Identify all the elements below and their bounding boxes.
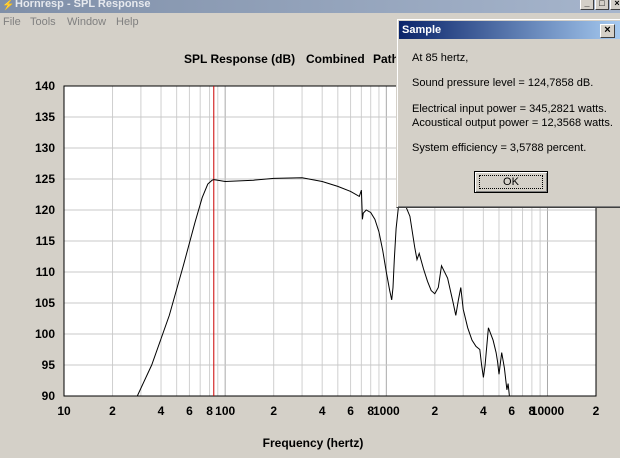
- x-tick-label: 4: [158, 404, 165, 418]
- x-tick-label: 2: [270, 404, 277, 418]
- ok-button[interactable]: OK: [474, 171, 548, 193]
- dialog-line-electrical: Electrical input power = 345,2821 watts.: [412, 103, 607, 115]
- x-tick-label: 10000: [531, 404, 565, 418]
- chart-grid: [64, 86, 596, 396]
- x-tick-label: 2: [593, 404, 600, 418]
- y-tick-label: 130: [35, 141, 55, 155]
- ok-button-label: OK: [479, 175, 543, 189]
- chart-extra: Path: [373, 52, 400, 66]
- dialog-line-frequency: At 85 hertz,: [412, 52, 469, 64]
- dialog-line-efficiency: System efficiency = 3,5788 percent.: [412, 142, 587, 154]
- x-tick-label: 6: [508, 404, 515, 418]
- x-tick-label: 6: [186, 404, 193, 418]
- y-axis-ticks: 90 95 100 105 110 115 120 125 130 135 140: [35, 79, 55, 403]
- dialog-title: Sample: [402, 24, 442, 36]
- x-tick-label: 2: [431, 404, 438, 418]
- x-tick-label: 2: [109, 404, 116, 418]
- x-tick-label: 8: [529, 404, 536, 418]
- y-tick-label: 95: [42, 358, 56, 372]
- x-tick-label: 1000: [373, 404, 400, 418]
- window-title: Hornresp - SPL Response: [15, 0, 151, 10]
- y-tick-label: 115: [36, 234, 56, 248]
- dialog-titlebar: Sample ×: [399, 21, 620, 39]
- menu-tools[interactable]: Tools: [30, 16, 56, 28]
- window-titlebar: ⚡ Hornresp - SPL Response _ □ ×: [0, 0, 620, 13]
- y-tick-label: 135: [35, 110, 55, 124]
- x-tick-label: 10: [57, 404, 71, 418]
- menu-window[interactable]: Window: [67, 16, 107, 28]
- menu-file[interactable]: File: [3, 16, 21, 28]
- x-axis-label: Frequency (hertz): [263, 436, 364, 450]
- menu-help[interactable]: Help: [116, 16, 139, 28]
- maximize-button[interactable]: □: [595, 0, 609, 10]
- x-tick-label: 8: [206, 404, 213, 418]
- close-icon[interactable]: ×: [600, 24, 615, 38]
- x-tick-label: 6: [347, 404, 354, 418]
- chart-mode: Combined: [306, 52, 365, 66]
- y-tick-label: 140: [35, 79, 55, 93]
- dialog-line-spl: Sound pressure level = 124,7858 dB.: [412, 77, 594, 89]
- plot-frame: [63, 85, 597, 397]
- y-tick-label: 105: [35, 296, 55, 310]
- y-tick-label: 90: [42, 389, 56, 403]
- lightning-icon: ⚡: [2, 0, 15, 11]
- dialog-line-acoustical: Acoustical output power = 12,3568 watts.: [412, 117, 613, 129]
- x-tick-label: 100: [215, 404, 235, 418]
- y-tick-label: 120: [35, 203, 55, 217]
- sample-dialog: Sample × At 85 hertz, Sound pressure lev…: [396, 18, 620, 208]
- x-tick-label: 4: [480, 404, 487, 418]
- minimize-button[interactable]: _: [580, 0, 594, 10]
- menu-bar: File Tools Window Help: [0, 13, 620, 33]
- chart-title: SPL Response (dB): [184, 52, 296, 66]
- y-tick-label: 110: [36, 265, 56, 279]
- y-tick-label: 100: [35, 327, 55, 341]
- y-tick-label: 125: [35, 172, 55, 186]
- close-window-button[interactable]: ×: [610, 0, 620, 10]
- x-tick-label: 8: [367, 404, 374, 418]
- x-tick-label: 4: [319, 404, 326, 418]
